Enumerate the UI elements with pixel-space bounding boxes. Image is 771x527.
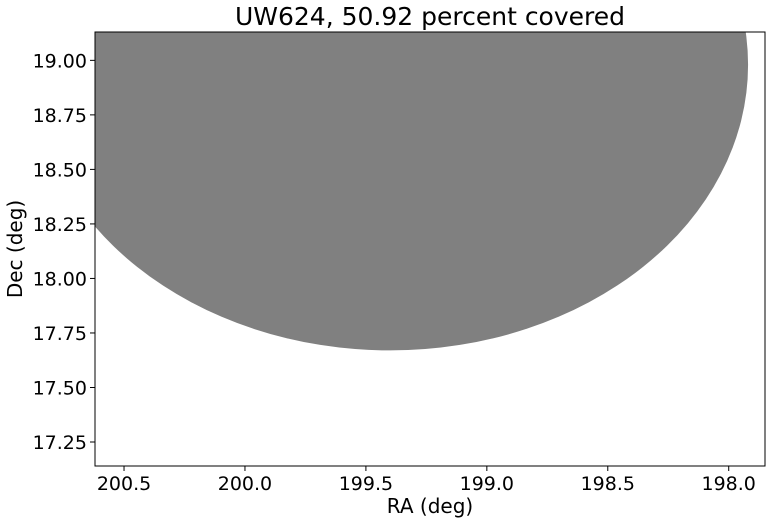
- plot-frame: [94, 31, 766, 467]
- y-tick-label: 17.50: [33, 377, 87, 399]
- y-tick-label: 17.25: [33, 432, 87, 454]
- x-tick-label: 200.0: [218, 473, 272, 495]
- x-tick-label: 198.5: [581, 473, 635, 495]
- x-axis-label: RA (deg): [387, 494, 473, 518]
- x-tick-label: 200.5: [97, 473, 151, 495]
- coverage-region: [95, 32, 749, 351]
- y-axis: 17.25 17.50 17.75 18.00 18.25 18.50 18.75 19.00: [33, 50, 95, 454]
- y-tick-label: 18.25: [33, 214, 87, 236]
- x-tick-label: 198.0: [702, 473, 756, 495]
- y-tick-label: 18.00: [33, 268, 87, 290]
- chart-title: UW624, 50.92 percent covered: [235, 2, 625, 31]
- y-axis-label: Dec (deg): [3, 200, 27, 298]
- y-tick-label: 18.75: [33, 105, 87, 127]
- x-tick-label: 199.5: [339, 473, 393, 495]
- y-tick-label: 18.50: [33, 159, 87, 181]
- y-tick-label: 17.75: [33, 323, 87, 345]
- plot-area: [94, 31, 766, 467]
- x-tick-label: 199.0: [460, 473, 514, 495]
- y-tick-label: 19.00: [33, 50, 87, 72]
- x-axis: 200.5 200.0 199.5 199.0 198.5 198.0: [97, 466, 756, 495]
